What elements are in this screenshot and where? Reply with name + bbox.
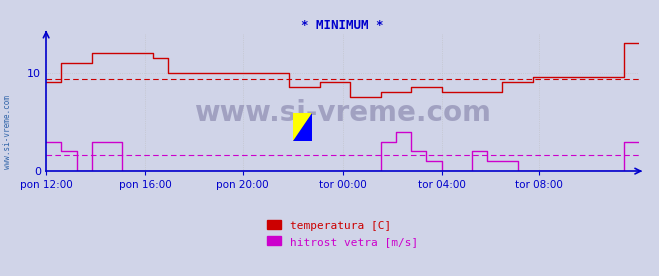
Polygon shape: [293, 113, 312, 141]
Text: www.si-vreme.com: www.si-vreme.com: [194, 99, 491, 127]
Text: www.si-vreme.com: www.si-vreme.com: [3, 95, 13, 169]
Title: * MINIMUM *: * MINIMUM *: [301, 19, 384, 32]
Legend: temperatura [C], hitrost vetra [m/s]: temperatura [C], hitrost vetra [m/s]: [263, 216, 422, 251]
Polygon shape: [293, 113, 312, 141]
